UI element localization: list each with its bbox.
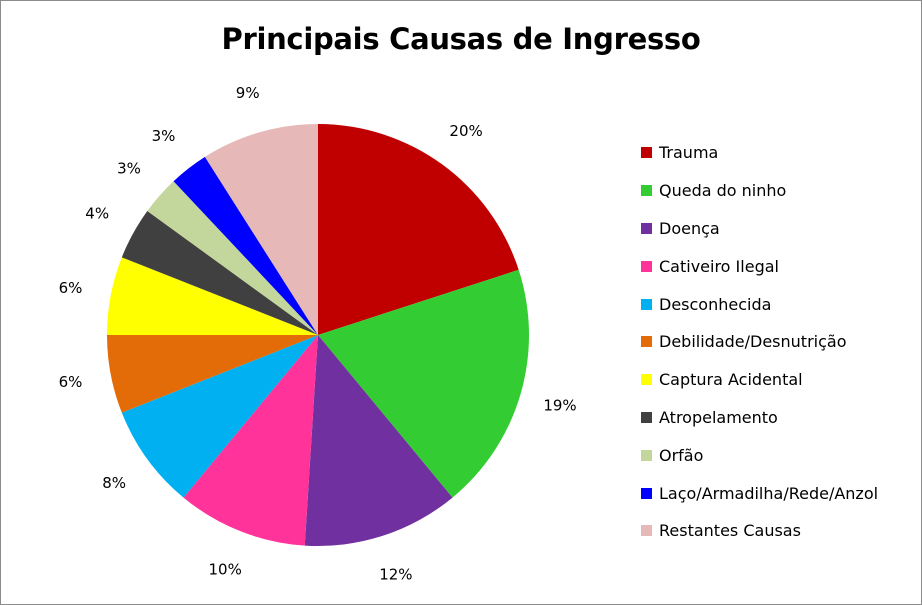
pie-slice-11	[204, 124, 318, 335]
pie-slice-9	[147, 181, 318, 335]
legend: Trauma Queda do ninho Doença Cativeiro Ileg…	[641, 134, 911, 550]
legend-swatch	[641, 411, 652, 423]
pie-slice-3	[304, 335, 453, 546]
legend-label: Queda do ninho	[659, 181, 787, 201]
legend-item: Laço/Armadilha/Rede/Anzol	[641, 474, 911, 512]
pie-slice-2	[318, 269, 529, 498]
legend-swatch	[641, 487, 652, 499]
legend-item: Trauma	[641, 134, 911, 172]
pie-slice-label: 8%	[102, 474, 126, 492]
legend-item: Captura Acidental	[641, 361, 911, 399]
legend-label: Doença	[659, 218, 720, 238]
pie-slices	[107, 124, 529, 546]
legend-swatch	[641, 298, 652, 310]
legend-item: Atropelamento	[641, 399, 911, 437]
pie-slice-7	[107, 257, 318, 335]
chart-title: Principais Causas de Ingresso	[221, 22, 701, 56]
legend-item: Cativeiro Ilegal	[641, 247, 911, 285]
legend-item: Desconhecida	[641, 285, 911, 323]
legend-swatch	[641, 260, 652, 272]
pie-labels: 20% 19% 12% 10% 8% 6% 6% 4% 3% 3% 9%	[59, 84, 577, 584]
legend-label: Desconhecida	[659, 294, 772, 314]
pie-slice-label: 19%	[543, 396, 576, 414]
legend-swatch	[641, 185, 652, 197]
legend-swatch	[641, 147, 652, 159]
pie-slice-label: 3%	[152, 127, 176, 145]
pie-slice-label: 4%	[85, 205, 109, 223]
legend-label: Captura Acidental	[659, 370, 803, 390]
pie-slice-label: 6%	[59, 279, 83, 297]
legend-swatch	[641, 449, 652, 461]
pie-slice-label: 6%	[59, 373, 83, 391]
legend-swatch	[641, 336, 652, 348]
legend-label: Restantes Causas	[659, 521, 801, 541]
pie-slice-label: 10%	[209, 560, 242, 578]
pie-slice-label: 12%	[379, 566, 412, 584]
pie-slice-label: 20%	[449, 122, 482, 140]
pie-slice-10	[173, 156, 318, 335]
legend-item: Doença	[641, 210, 911, 248]
pie-slice-1	[318, 124, 519, 335]
legend-item: Orfão	[641, 436, 911, 474]
pie-slice-label: 3%	[117, 159, 141, 177]
legend-swatch	[641, 374, 652, 386]
legend-label: Atropelamento	[659, 407, 778, 427]
pie-slice-5	[121, 335, 318, 498]
legend-label: Trauma	[659, 143, 719, 163]
legend-item: Restantes Causas	[641, 512, 911, 550]
pie-slice-4	[183, 335, 318, 546]
legend-swatch	[641, 222, 652, 234]
legend-item: Queda do ninho	[641, 172, 911, 210]
legend-item: Debilidade/Desnutrição	[641, 323, 911, 361]
legend-label: Cativeiro Ilegal	[659, 256, 779, 276]
pie-slice-6	[107, 335, 318, 413]
legend-label: Debilidade/Desnutrição	[659, 332, 847, 352]
pie-slice-label: 9%	[236, 84, 260, 102]
legend-label: Orfão	[659, 445, 704, 465]
legend-swatch	[641, 525, 652, 537]
pie-slice-8	[121, 210, 318, 335]
legend-label: Laço/Armadilha/Rede/Anzol	[659, 483, 879, 503]
